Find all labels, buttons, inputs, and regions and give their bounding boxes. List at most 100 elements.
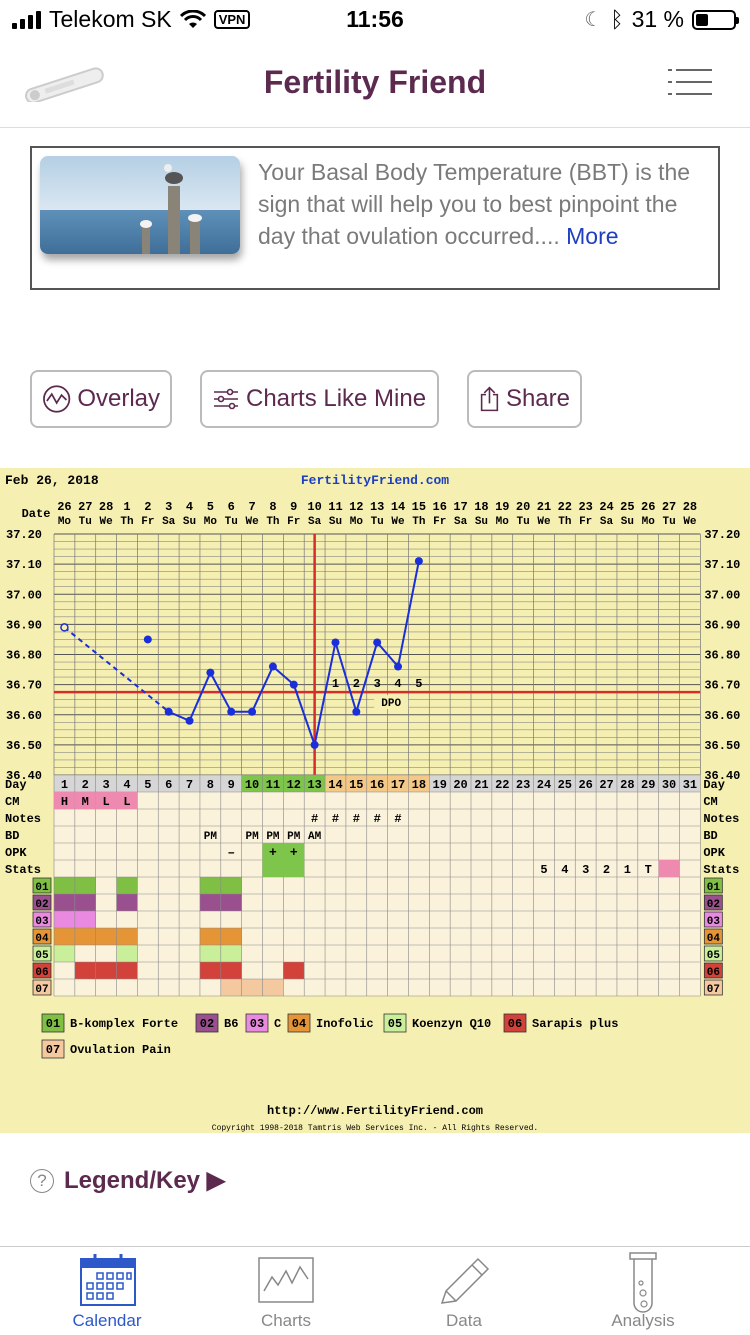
dpo-number: 5 bbox=[415, 677, 422, 691]
y-tick-label-right: 36.60 bbox=[704, 709, 740, 723]
day-cell bbox=[471, 775, 492, 792]
date-label: 22 bbox=[558, 500, 572, 514]
day-cell bbox=[366, 775, 388, 792]
stats-value: 2 bbox=[603, 863, 610, 877]
legend-key-label: Legend/Key ▶ bbox=[64, 1167, 226, 1194]
legend-swatch bbox=[383, 1013, 407, 1033]
bd-value: AM bbox=[308, 831, 322, 843]
supplement-code-box-right bbox=[703, 928, 723, 945]
date-label: 25 bbox=[620, 500, 634, 514]
y-tick-label-left: 36.70 bbox=[6, 679, 42, 693]
opk-positive-cell bbox=[262, 843, 284, 877]
temp-point bbox=[164, 707, 173, 716]
tab-analysis[interactable]: Analysis bbox=[568, 1247, 718, 1335]
chart-icon bbox=[258, 1257, 314, 1303]
day-cell bbox=[220, 775, 242, 792]
legend-swatch bbox=[41, 1039, 65, 1059]
supplement-cell bbox=[54, 945, 75, 962]
cm-cell bbox=[95, 792, 117, 809]
day-cell bbox=[616, 775, 638, 792]
overlay-button[interactable]: Overlay bbox=[30, 370, 172, 428]
temp-point-open bbox=[60, 623, 69, 632]
tip-banner: Your Basal Body Temperature (BBT) is the… bbox=[30, 146, 720, 290]
date-label: 28 bbox=[683, 500, 697, 514]
cm-value: H bbox=[61, 795, 68, 809]
legend-name: Ovulation Pain bbox=[70, 1043, 171, 1057]
supplement-code-left: 05 bbox=[35, 950, 49, 962]
day-cell bbox=[512, 775, 534, 792]
date-label: 10 bbox=[307, 500, 321, 514]
supplement-code-box-right bbox=[703, 894, 723, 911]
supplement-cell bbox=[54, 911, 75, 928]
temp-dashed-segment bbox=[63, 626, 170, 713]
tab-analysis-label: Analysis bbox=[611, 1311, 675, 1330]
supplement-code-left: 07 bbox=[35, 984, 48, 996]
supplement-cell bbox=[220, 877, 242, 894]
y-tick-label-right: 36.90 bbox=[704, 618, 740, 632]
weekday-label: Fr bbox=[433, 516, 446, 528]
legend-code: 05 bbox=[388, 1017, 402, 1031]
carrier-label: Telekom SK bbox=[49, 6, 172, 32]
legend-swatch bbox=[41, 1013, 65, 1033]
day-cell bbox=[116, 775, 138, 792]
temp-point bbox=[310, 740, 319, 749]
share-label: Share bbox=[505, 385, 570, 412]
menu-icon[interactable] bbox=[668, 69, 712, 97]
y-tick-label-left: 36.60 bbox=[6, 709, 42, 723]
stats-period-cell bbox=[658, 860, 680, 877]
row-label-left: Notes bbox=[5, 812, 41, 826]
tab-calendar[interactable]: Calendar bbox=[32, 1247, 182, 1335]
chart-copyright: Copyright 1998-2018 Tamtris Web Services… bbox=[212, 1124, 538, 1133]
day-number: 7 bbox=[186, 778, 193, 792]
day-number: 26 bbox=[578, 778, 592, 792]
day-cell bbox=[54, 775, 75, 792]
day-number: 21 bbox=[474, 778, 488, 792]
legend-code: 06 bbox=[508, 1017, 522, 1031]
supplement-code-box-left bbox=[32, 877, 52, 894]
day-number: 27 bbox=[599, 778, 613, 792]
bd-value: PM bbox=[245, 831, 259, 843]
row-label-right: BD bbox=[703, 829, 717, 843]
date-row-label: Date bbox=[22, 507, 51, 521]
notes-mark: # bbox=[353, 812, 360, 826]
temp-point bbox=[373, 638, 382, 647]
day-cell bbox=[596, 775, 617, 792]
date-label: 15 bbox=[412, 500, 426, 514]
supplement-cell bbox=[199, 962, 221, 979]
battery-icon bbox=[692, 9, 739, 30]
dpo-number: 1 bbox=[332, 677, 339, 691]
date-label: 9 bbox=[290, 500, 297, 514]
tab-data[interactable]: Data bbox=[389, 1247, 539, 1335]
tab-charts[interactable]: Charts bbox=[211, 1247, 361, 1335]
weekday-label: We bbox=[683, 516, 697, 528]
day-cell bbox=[304, 775, 326, 792]
day-cell bbox=[387, 775, 409, 792]
row-label-right: OPK bbox=[703, 846, 725, 860]
legend-code: 04 bbox=[292, 1017, 306, 1031]
supplement-cell bbox=[220, 945, 242, 962]
day-number: 24 bbox=[537, 778, 551, 792]
day-cell bbox=[325, 775, 346, 792]
tab-calendar-label: Calendar bbox=[72, 1311, 142, 1330]
date-label: 26 bbox=[641, 500, 655, 514]
opk-positive-cell bbox=[283, 843, 305, 877]
supplement-cell bbox=[116, 894, 138, 911]
weekday-label: Mo bbox=[204, 516, 218, 528]
temp-point bbox=[414, 557, 423, 566]
day-cell bbox=[491, 775, 513, 792]
weekday-label: Mo bbox=[58, 516, 72, 528]
supplement-cell bbox=[116, 877, 138, 894]
charts-like-mine-button[interactable]: Charts Like Mine bbox=[200, 370, 439, 428]
day-number: 30 bbox=[662, 778, 676, 792]
supplement-code-box-left bbox=[32, 911, 52, 928]
temp-point bbox=[206, 668, 215, 677]
more-link[interactable]: More bbox=[566, 223, 619, 249]
overlay-label: Overlay bbox=[77, 385, 160, 412]
share-button[interactable]: Share bbox=[467, 370, 582, 428]
y-tick-label-right: 36.70 bbox=[704, 679, 740, 693]
legend-key-toggle[interactable]: ? Legend/Key ▶ bbox=[30, 1166, 225, 1195]
day-number: 5 bbox=[144, 778, 151, 792]
weekday-label: Fr bbox=[141, 516, 154, 528]
day-number: 9 bbox=[228, 778, 235, 792]
weekday-label: Tu bbox=[662, 516, 675, 528]
